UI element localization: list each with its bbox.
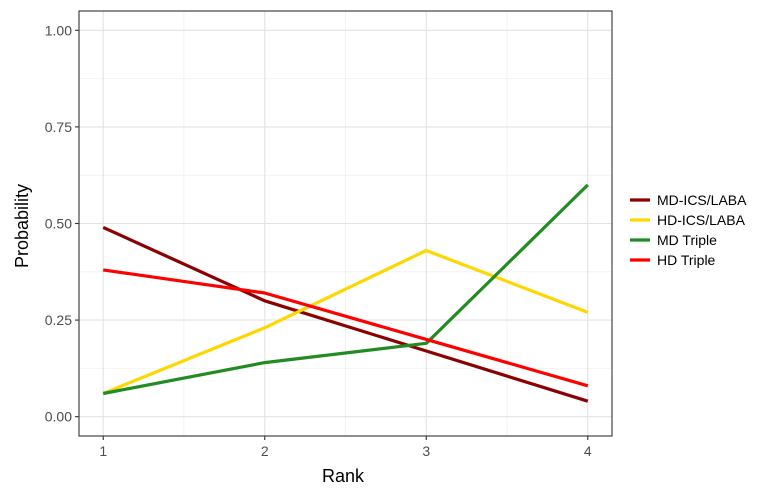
y-axis-title: Probability	[12, 184, 32, 268]
series-line	[102, 268, 589, 388]
y-tick-label: 1.00	[45, 22, 72, 38]
legend: MD-ICS/LABA HD-ICS/LABA MD Triple HD Triple	[630, 192, 747, 268]
x-tick-label: 4	[584, 443, 592, 459]
series-line	[102, 225, 589, 403]
y-tick-label: 0.50	[45, 216, 72, 232]
legend-label: HD Triple	[657, 252, 716, 268]
series-line	[102, 183, 589, 396]
series-line	[102, 248, 589, 395]
legend-label: MD-ICS/LABA	[657, 192, 747, 208]
series-lines	[102, 183, 589, 403]
x-tick-label: 2	[261, 443, 269, 459]
y-tick-label: 0.75	[45, 119, 72, 135]
axes: 0.00 0.25 0.50 0.75 1.00 1 2 3 4	[45, 22, 592, 459]
grid	[79, 11, 612, 436]
x-tick-label: 3	[422, 443, 430, 459]
y-tick-label: 0.25	[45, 312, 72, 328]
legend-label: HD-ICS/LABA	[657, 212, 746, 228]
x-axis-title: Rank	[322, 466, 365, 486]
y-tick-label: 0.00	[45, 409, 72, 425]
legend-label: MD Triple	[657, 232, 717, 248]
x-tick-label: 1	[99, 443, 107, 459]
